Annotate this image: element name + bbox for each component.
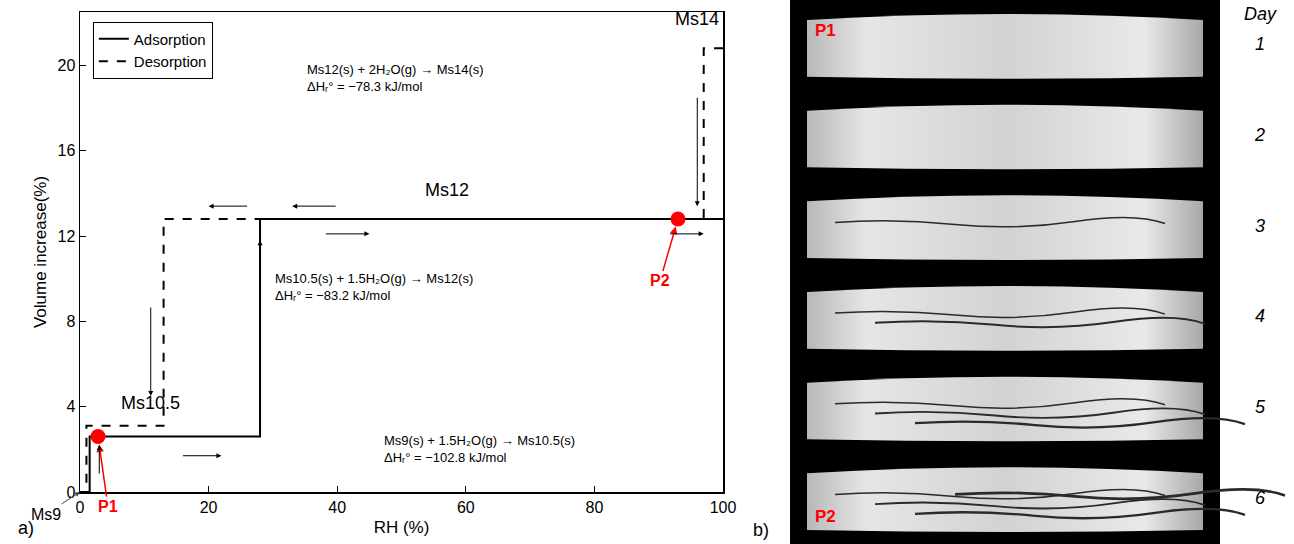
svg-text:Ms10.5(s) + 1.5H₂O(g) → Ms12(s: Ms10.5(s) + 1.5H₂O(g) → Ms12(s)ΔHᵣ° = −8… bbox=[275, 271, 473, 303]
svg-text:Ms12: Ms12 bbox=[425, 180, 469, 200]
svg-text:0: 0 bbox=[66, 484, 75, 501]
svg-text:4: 4 bbox=[1255, 306, 1265, 326]
svg-text:1: 1 bbox=[1255, 34, 1265, 54]
svg-text:Ms12(s) + 2H₂O(g) → Ms14(s)ΔHᵣ: Ms12(s) + 2H₂O(g) → Ms14(s)ΔHᵣ° = −78.3 … bbox=[307, 62, 484, 94]
svg-text:60: 60 bbox=[457, 499, 475, 516]
svg-text:20: 20 bbox=[200, 499, 218, 516]
svg-text:RH (%): RH (%) bbox=[374, 518, 430, 537]
svg-text:Ms9(s) + 1.5H₂O(g) → Ms10.5(s): Ms9(s) + 1.5H₂O(g) → Ms10.5(s)ΔHᵣ° = −10… bbox=[384, 433, 575, 465]
svg-text:40: 40 bbox=[328, 499, 346, 516]
svg-text:100: 100 bbox=[710, 499, 737, 516]
svg-text:Adsorption: Adsorption bbox=[134, 31, 206, 48]
svg-text:Desorption: Desorption bbox=[134, 53, 207, 70]
svg-text:P2: P2 bbox=[650, 272, 670, 289]
svg-text:a): a) bbox=[18, 518, 34, 538]
svg-text:20: 20 bbox=[58, 57, 76, 74]
svg-text:12: 12 bbox=[58, 228, 76, 245]
svg-text:Ms10.5: Ms10.5 bbox=[121, 393, 180, 413]
svg-text:8: 8 bbox=[66, 313, 75, 330]
svg-text:4: 4 bbox=[66, 398, 75, 415]
svg-text:0: 0 bbox=[76, 499, 85, 516]
svg-text:80: 80 bbox=[586, 499, 604, 516]
svg-text:b): b) bbox=[753, 520, 769, 540]
svg-text:P1: P1 bbox=[98, 498, 118, 515]
svg-text:Volume increase(%): Volume increase(%) bbox=[31, 176, 50, 328]
svg-text:P1: P1 bbox=[815, 21, 836, 40]
svg-text:5: 5 bbox=[1255, 397, 1266, 417]
svg-text:Ms14: Ms14 bbox=[675, 9, 719, 29]
svg-text:Ms9: Ms9 bbox=[31, 506, 61, 523]
svg-text:6: 6 bbox=[1255, 488, 1266, 508]
svg-text:3: 3 bbox=[1255, 216, 1265, 236]
svg-text:P2: P2 bbox=[815, 507, 836, 526]
svg-text:Day: Day bbox=[1244, 4, 1277, 24]
svg-text:2: 2 bbox=[1254, 125, 1265, 145]
svg-text:16: 16 bbox=[58, 142, 76, 159]
